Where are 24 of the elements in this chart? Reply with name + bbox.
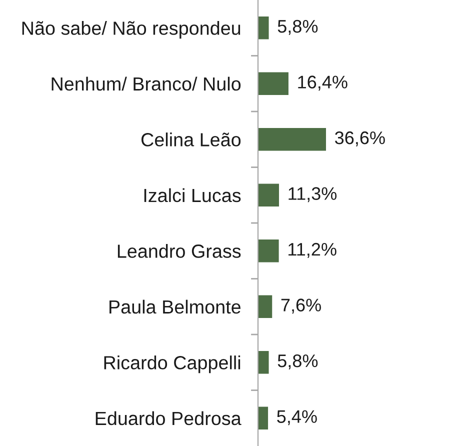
y-tick-label: Izalci Lucas xyxy=(144,188,241,202)
data-label: 5,8% xyxy=(278,354,318,370)
y-tick-label: Ricardo Cappelli xyxy=(104,356,240,374)
data-label: 5,8% xyxy=(278,20,318,35)
data-label: 5,4% xyxy=(277,410,317,426)
bar xyxy=(258,184,279,207)
y-tick-label: Celina Leão xyxy=(141,132,241,146)
bar xyxy=(258,295,272,318)
data-label: 7,6% xyxy=(281,298,321,314)
y-tick-label: Leandro Grass xyxy=(118,244,241,258)
bar xyxy=(258,350,269,374)
bar xyxy=(258,16,269,40)
bar xyxy=(258,406,268,430)
data-label: 11,3% xyxy=(288,187,337,202)
data-label: 36,6% xyxy=(335,131,385,146)
bar xyxy=(258,72,288,96)
y-tick-label: Paula Belmonte xyxy=(110,300,240,314)
data-label: 16,4% xyxy=(298,76,348,91)
y-tick-label: Não sabe/ Não respondeu xyxy=(22,21,240,39)
data-label: 11,2% xyxy=(288,242,336,258)
bar xyxy=(258,128,326,151)
y-tick-label: Eduardo Pedrosa xyxy=(96,411,242,426)
y-tick-label: Nenhum/ Branco/ Nulo xyxy=(52,76,241,91)
bar xyxy=(258,239,279,262)
